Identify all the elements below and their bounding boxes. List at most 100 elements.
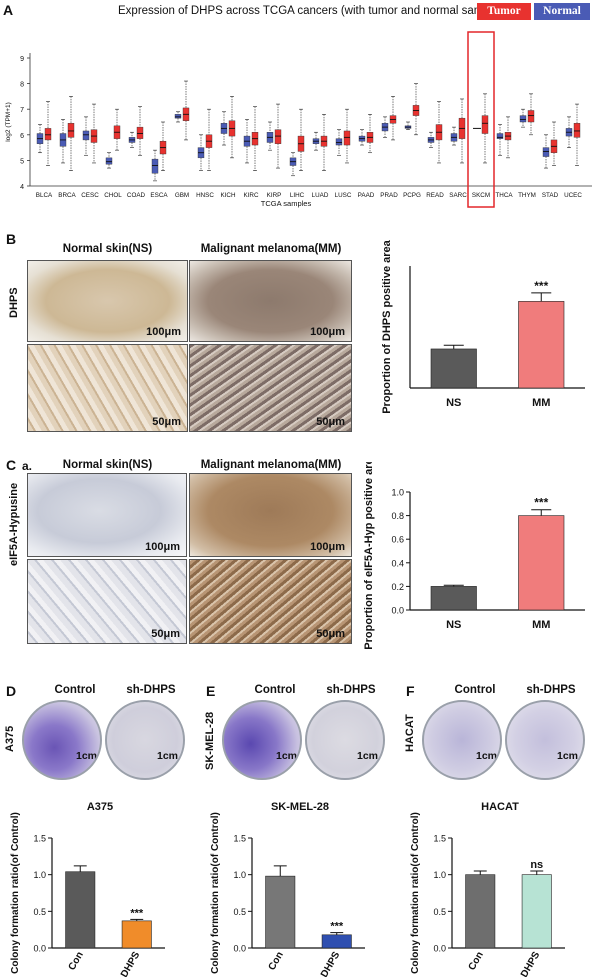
bar	[521, 874, 552, 949]
x-tick-label: sh DHPS	[312, 950, 343, 977]
tumor-box	[527, 110, 535, 123]
plate-control: 1cm	[222, 700, 302, 780]
scale-label: 50μm	[316, 416, 345, 428]
x-tick-label: HNSC	[196, 192, 214, 199]
micro-mm-hyp-high: 50μm	[189, 559, 352, 644]
y-tick-label: 9	[20, 56, 24, 63]
panel-c-mm-header: Malignant melanoma(MM)	[200, 459, 342, 471]
x-tick-label: KIRP	[267, 192, 282, 199]
cell-line-row-label: SK-MEL-28	[204, 711, 216, 770]
colony-chart-title: A375	[87, 801, 113, 813]
y-tick-label: 6	[20, 133, 24, 140]
tumor-box	[136, 126, 144, 139]
x-tick-label: THCA	[495, 192, 513, 199]
x-tick-label: STAD	[542, 192, 559, 199]
y-tick-label: 7	[20, 107, 24, 114]
y-tick-label: 1.5	[233, 834, 246, 844]
x-tick-label: BRCA	[58, 192, 76, 199]
legend-normal: Normal	[534, 3, 590, 20]
panel-c-row-label: eIF5A-Hypusine	[8, 482, 20, 566]
legend-tumor: Tumor	[477, 3, 531, 20]
micro-mm-hyp-low: 100μm	[189, 473, 352, 557]
scale-label: 1cm	[157, 750, 179, 762]
x-tick-label: CESC	[81, 192, 99, 199]
panel-label-c: C	[6, 457, 17, 473]
y-axis-label: Colony formation ratio(of Control)	[410, 812, 421, 974]
significance-label: ***	[130, 907, 144, 919]
y-axis-label: Colony formation ratio(of Control)	[10, 812, 21, 974]
x-tick-label: LIHC	[290, 192, 305, 199]
micro-mm-dhps-low: 100μm	[189, 260, 352, 342]
x-tick-label: BLCA	[36, 192, 53, 199]
x-tick-label: MM	[532, 619, 550, 631]
y-tick-label: 8	[20, 82, 24, 89]
panel-b-row-label: DHPS	[8, 287, 20, 318]
panel-label-d: D	[6, 683, 17, 699]
normal-box	[542, 147, 550, 157]
panel-c-sublabel: a.	[22, 459, 33, 473]
micro-ns-hyp-low: 100μm	[27, 473, 187, 557]
bar	[265, 875, 296, 949]
normal-box	[519, 115, 527, 123]
y-tick-label: 0.4	[391, 558, 404, 568]
micro-ns-dhps-high: 50μm	[27, 344, 188, 432]
x-tick-label: sh DHPS	[112, 950, 143, 977]
y-axis-label: Proportion of DHPS positive area	[381, 239, 393, 413]
normal-box	[496, 133, 504, 139]
y-tick-label: 0.5	[33, 907, 46, 917]
micro-ns-dhps-low: 100μm	[27, 260, 188, 342]
colony-chart-title: HACAT	[481, 801, 519, 813]
x-tick-label: Con	[467, 950, 486, 972]
significance-label: ***	[534, 279, 548, 293]
scale-label: 1cm	[76, 750, 98, 762]
plate-control: 1cm	[22, 700, 102, 780]
y-tick-label: 1.5	[33, 834, 46, 844]
y-axis-label: Proportion of eIF5A-Hyp positive area	[363, 462, 375, 650]
micro-mm-dhps-high: 50μm	[189, 344, 352, 432]
x-axis-label: TCGA samples	[261, 199, 312, 208]
bar	[321, 934, 352, 949]
x-tick-label: Con	[67, 950, 86, 972]
y-tick-label: 0.0	[233, 944, 246, 954]
panel-label-f: F	[406, 683, 415, 699]
colony-chart-title: SK-MEL-28	[271, 801, 329, 813]
tumor-box	[573, 123, 581, 138]
x-tick-label: PCPG	[403, 192, 421, 199]
panel-b-ns-header: Normal skin(NS)	[62, 243, 153, 255]
bar	[430, 348, 477, 389]
panel-c-ns-header: Normal skin(NS)	[62, 459, 153, 471]
sh-dhps-header: sh-DHPS	[326, 684, 376, 696]
bar	[430, 586, 477, 611]
x-tick-label: LUSC	[335, 192, 352, 199]
x-tick-label: SKCM	[472, 192, 490, 199]
normal-box	[82, 130, 90, 141]
x-tick-label: KIRC	[243, 192, 258, 199]
x-tick-label: NS	[446, 397, 461, 409]
y-tick-label: 1.5	[433, 834, 446, 844]
normal-box	[105, 157, 113, 165]
scale-label: 100μm	[310, 541, 345, 553]
scale-label: 1cm	[357, 750, 379, 762]
control-header: Control	[54, 684, 96, 696]
scale-label: 50μm	[151, 628, 180, 640]
panel-label-a: A	[3, 2, 14, 18]
tumor-box	[274, 129, 282, 144]
plate-control: 1cm	[422, 700, 502, 780]
y-tick-label: 0.0	[391, 606, 404, 616]
cell-line-row-label: HACAT	[404, 714, 416, 752]
y-tick-label: 0.8	[391, 511, 404, 521]
panel-b-mm-header: Malignant melanoma(MM)	[200, 243, 342, 255]
normal-box	[151, 158, 159, 174]
cell-line-row-label: A375	[4, 725, 16, 752]
y-tick-label: 1.0	[33, 870, 46, 880]
tumor-box	[44, 128, 52, 141]
x-tick-label: SARC	[449, 192, 467, 199]
y-tick-label: 0.6	[391, 535, 404, 545]
x-tick-label: READ	[426, 192, 444, 199]
plate-sh-dhps: 1cm	[105, 700, 185, 780]
x-tick-label: LUAD	[312, 192, 329, 199]
bar	[518, 301, 565, 389]
scale-label: 1cm	[276, 750, 298, 762]
x-tick-label: THYM	[518, 192, 536, 199]
y-tick-label: 0.5	[233, 907, 246, 917]
